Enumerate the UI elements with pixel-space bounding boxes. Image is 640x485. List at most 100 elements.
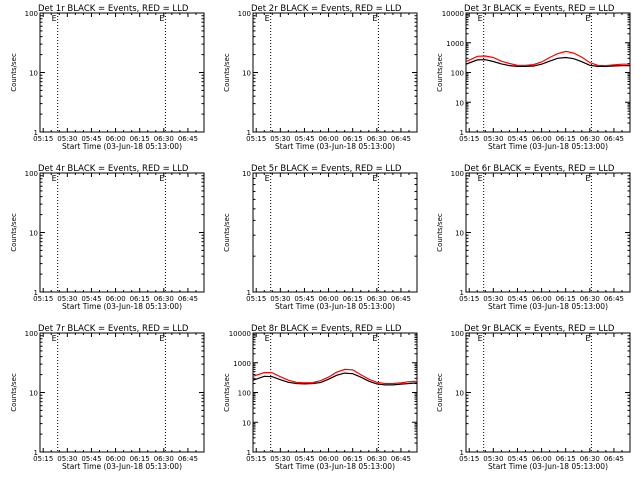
x-tick-label: 06:30: [580, 295, 600, 303]
marker-label: E: [265, 174, 270, 183]
x-tick-label: 06:15: [343, 455, 363, 463]
x-tick-label: 06:45: [604, 455, 624, 463]
x-axis-label: Start Time (03-Jun-18 05:13:00): [275, 302, 395, 311]
marker-label: E: [478, 334, 483, 343]
x-tick-label: 05:45: [81, 135, 101, 143]
x-axis-label: Start Time (03-Jun-18 05:13:00): [62, 302, 182, 311]
x-axis-label: Start Time (03-Jun-18 05:13:00): [62, 462, 182, 471]
y-tick-label: 100: [451, 70, 464, 78]
x-tick-label: 06:30: [367, 455, 387, 463]
y-tick-label: 10: [455, 99, 464, 107]
marker-label: E: [52, 174, 57, 183]
x-tick-label: 05:45: [507, 295, 527, 303]
marker-label: E: [372, 334, 377, 343]
x-tick-label: 06:45: [178, 455, 198, 463]
series-line-lld: [252, 368, 418, 385]
marker-label: E: [478, 174, 483, 183]
x-tick-label: 06:00: [105, 455, 125, 463]
plot-frame: [465, 332, 631, 453]
x-tick-label: 05:15: [33, 295, 53, 303]
x-tick-label: 06:45: [604, 295, 624, 303]
x-axis-label: Start Time (03-Jun-18 05:13:00): [275, 462, 395, 471]
plot-title: Det 2r BLACK = Events, RED = LLD: [251, 4, 402, 14]
y-tick-label: 10: [242, 419, 251, 427]
plot-frame: [39, 332, 205, 453]
y-tick-label: 1: [34, 449, 38, 457]
x-tick-label: 05:15: [33, 135, 53, 143]
y-tick-label: 100: [25, 10, 38, 18]
plot-title: Det 8r BLACK = Events, RED = LLD: [251, 324, 402, 334]
plot-frame: [252, 172, 418, 293]
x-tick-label: 05:15: [459, 295, 479, 303]
x-tick-label: 05:30: [57, 455, 77, 463]
y-axis-label: Counts/sec: [10, 213, 18, 252]
marker-label: E: [159, 174, 164, 183]
x-tick-label: 06:00: [531, 295, 551, 303]
x-tick-label: 06:00: [318, 135, 338, 143]
plot-frame: [465, 12, 631, 133]
y-axis-label: Counts/sec: [223, 373, 231, 412]
marker-label: E: [372, 174, 377, 183]
marker-label: E: [585, 334, 590, 343]
x-tick-label: 05:30: [270, 295, 290, 303]
x-tick-label: 05:30: [483, 295, 503, 303]
x-tick-label: 05:15: [459, 135, 479, 143]
x-tick-label: 06:15: [343, 295, 363, 303]
y-tick-label: 10: [29, 230, 38, 238]
x-tick-label: 06:00: [318, 455, 338, 463]
y-tick-label: 1: [247, 449, 251, 457]
y-tick-label: 100: [451, 170, 464, 178]
x-tick-label: 05:45: [507, 135, 527, 143]
x-tick-label: 05:30: [270, 135, 290, 143]
x-tick-label: 06:15: [130, 455, 150, 463]
x-tick-label: 06:30: [367, 135, 387, 143]
y-axis-label: Counts/sec: [436, 53, 444, 92]
x-axis-label: Start Time (03-Jun-18 05:13:00): [488, 302, 608, 311]
x-tick-label: 05:15: [459, 455, 479, 463]
plot-title: Det 3r BLACK = Events, RED = LLD: [464, 4, 615, 14]
x-axis-label: Start Time (03-Jun-18 05:13:00): [62, 142, 182, 151]
series-line-events: [252, 372, 418, 386]
plot-frame: [39, 12, 205, 133]
x-tick-label: 05:45: [507, 455, 527, 463]
x-tick-label: 05:45: [294, 455, 314, 463]
x-tick-label: 06:45: [178, 295, 198, 303]
x-tick-label: 06:15: [556, 135, 576, 143]
x-tick-label: 06:15: [130, 135, 150, 143]
x-tick-label: 05:45: [81, 455, 101, 463]
x-tick-label: 05:15: [246, 135, 266, 143]
y-tick-label: 1: [34, 289, 38, 297]
plot-title: Det 1r BLACK = Events, RED = LLD: [38, 4, 189, 14]
marker-label: E: [159, 334, 164, 343]
x-tick-label: 06:45: [391, 295, 411, 303]
plot-title: Det 9r BLACK = Events, RED = LLD: [464, 324, 615, 334]
y-axis-label: Counts/sec: [10, 53, 18, 92]
x-tick-label: 05:45: [294, 295, 314, 303]
x-tick-label: 05:30: [483, 135, 503, 143]
marker-label: E: [478, 14, 483, 23]
x-tick-label: 06:15: [556, 295, 576, 303]
y-tick-label: 1000: [446, 40, 464, 48]
y-axis-label: Counts/sec: [10, 373, 18, 412]
x-tick-label: 06:15: [130, 295, 150, 303]
y-tick-label: 1: [460, 129, 464, 137]
y-axis-label: Counts/sec: [223, 53, 231, 92]
y-tick-label: 1: [460, 449, 464, 457]
x-axis-label: Start Time (03-Jun-18 05:13:00): [275, 142, 395, 151]
x-tick-label: 06:00: [105, 135, 125, 143]
plot-title: Det 5r BLACK = Events, RED = LLD: [251, 164, 402, 174]
y-axis-label: Counts/sec: [436, 373, 444, 412]
y-tick-label: 100: [25, 330, 38, 338]
x-tick-label: 06:30: [580, 135, 600, 143]
x-tick-label: 06:45: [178, 135, 198, 143]
